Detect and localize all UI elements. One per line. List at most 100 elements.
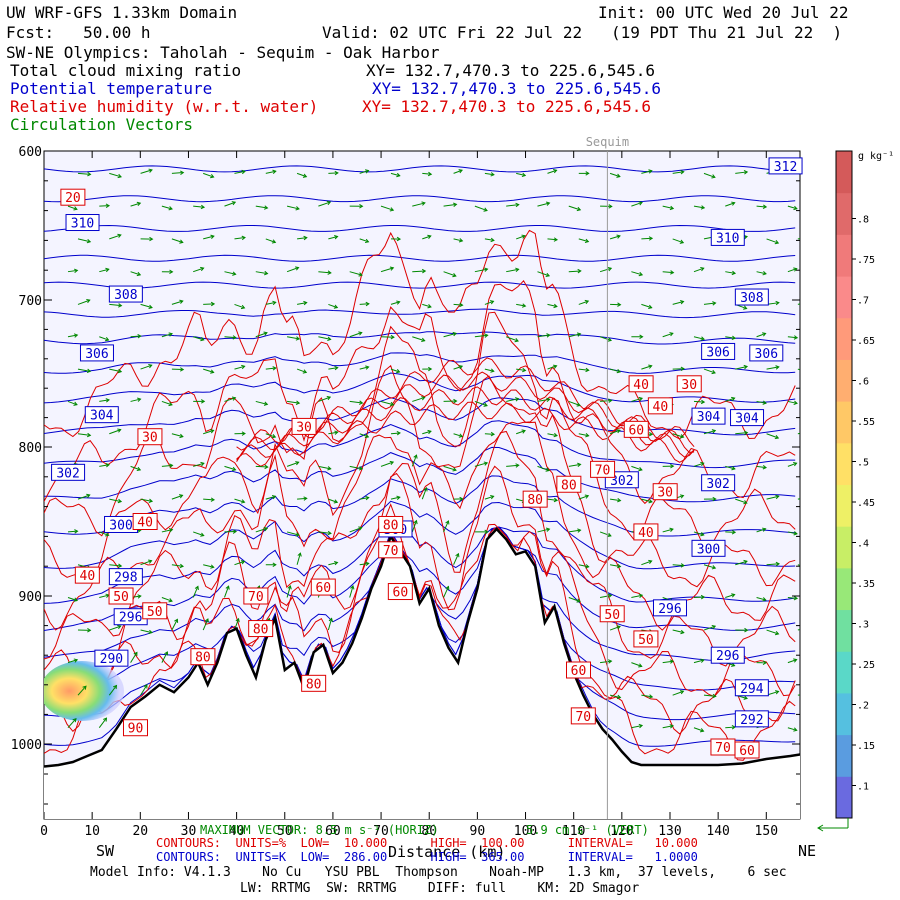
circulation-vector — [349, 400, 364, 405]
circulation-vector — [109, 303, 123, 308]
colorbar-segment — [836, 706, 852, 722]
circulation-vector — [98, 717, 108, 729]
circulation-vector — [140, 236, 154, 242]
rh-contour-label: 80 — [248, 620, 274, 638]
circulation-vector — [265, 494, 277, 500]
svg-text:304: 304 — [90, 409, 114, 424]
x-tick-label: 50 — [277, 824, 293, 839]
circulation-vector — [672, 366, 685, 372]
colorbar-segment — [836, 553, 852, 569]
circulation-vector — [140, 559, 153, 566]
circulation-vector — [506, 267, 520, 273]
circulation-vector — [161, 528, 174, 533]
circulation-vector — [130, 397, 142, 402]
colorbar-segment — [836, 456, 852, 472]
circulation-vector — [797, 432, 800, 435]
circulation-vector — [67, 718, 77, 729]
circulation-vector — [568, 597, 581, 603]
circulation-vector — [756, 527, 767, 533]
svg-text:300: 300 — [697, 542, 720, 557]
colorbar-segment — [836, 748, 852, 763]
theta-contour — [44, 165, 796, 173]
colorbar-segment — [836, 317, 852, 333]
circulation-vector — [359, 238, 370, 244]
svg-text:50: 50 — [147, 605, 163, 620]
rh-contour-label: 80 — [378, 515, 404, 533]
circulation-vector — [130, 465, 142, 472]
svg-text:302: 302 — [610, 474, 633, 489]
circulation-vector — [328, 430, 339, 435]
circulation-vector — [484, 495, 495, 500]
circulation-vector — [662, 332, 674, 338]
theta-contour — [44, 224, 796, 232]
theta-contour-label: 310 — [710, 228, 745, 246]
theta-contour-label: 310 — [65, 214, 100, 232]
circulation-vector — [631, 271, 644, 277]
colorbar-tick-label: .2 — [857, 701, 869, 712]
circulation-vector — [599, 266, 613, 273]
theta-contour — [44, 524, 796, 604]
y-tick-label: 600 — [19, 145, 42, 160]
circulation-vector — [547, 237, 559, 242]
circulation-vector — [787, 658, 798, 664]
circulation-vector — [422, 171, 433, 177]
circulation-vector — [662, 270, 675, 275]
circulation-vector — [286, 266, 300, 273]
circulation-vector — [443, 271, 457, 278]
circulation-vector — [453, 364, 464, 370]
circulation-vector — [265, 238, 277, 244]
circulation-vector — [108, 684, 118, 696]
circulation-vector — [662, 527, 674, 533]
colorbar-segment — [836, 692, 852, 708]
circulation-vector — [109, 624, 122, 631]
circulation-vector — [725, 201, 736, 207]
circulation-vector — [672, 169, 685, 175]
circulation-vector — [130, 651, 138, 663]
circulation-vector — [161, 651, 169, 663]
circulation-vector — [234, 303, 246, 310]
circulation-vector — [130, 333, 142, 339]
circulation-vector — [171, 238, 184, 244]
colorbar-tick-label: .55 — [857, 417, 875, 428]
circulation-vector — [516, 429, 526, 435]
circulation-vector — [140, 629, 153, 635]
rh-contour — [44, 364, 796, 588]
circulation-vector — [672, 300, 685, 305]
theta-contour-label: 302 — [701, 474, 736, 492]
colorbar-segment — [836, 651, 852, 666]
rh-contour-label: 30 — [652, 483, 678, 501]
circulation-vector — [787, 727, 798, 732]
model-info: Model Info: V4.1.3 No Cu YSU PBL Thompso… — [90, 865, 787, 880]
svg-text:40: 40 — [137, 516, 153, 531]
circulation-vector — [453, 552, 460, 565]
rh-contour-label: 50 — [142, 602, 168, 620]
theta-contour — [44, 254, 796, 262]
circulation-vector — [296, 172, 308, 178]
circulation-vector — [474, 205, 488, 212]
svg-text:40: 40 — [80, 569, 96, 584]
circulation-vector — [286, 336, 301, 341]
rh-contour-label: 50 — [599, 605, 625, 623]
circulation-vector — [380, 205, 395, 212]
circulation-vector — [703, 624, 717, 631]
circulation-vector — [161, 400, 173, 407]
circulation-vector — [610, 497, 622, 503]
colorbar-segment — [836, 276, 852, 291]
colorbar-segment — [836, 512, 852, 527]
circulation-vector — [725, 396, 736, 402]
circulation-vector — [725, 465, 736, 471]
circulation-vector — [641, 498, 653, 504]
svg-text:306: 306 — [706, 345, 729, 360]
colorbar-segment — [836, 303, 852, 319]
circulation-vector — [202, 618, 209, 631]
theta-contour-label: 296 — [113, 608, 148, 626]
circulation-vector — [474, 333, 489, 338]
rh-contour-label: 90 — [122, 719, 148, 737]
circulation-vector — [411, 519, 418, 533]
svg-text:50: 50 — [638, 633, 654, 648]
theta-contour-label: 294 — [734, 679, 769, 697]
circulation-vector — [359, 169, 370, 174]
circulation-vector — [297, 496, 308, 501]
circulation-vector — [265, 562, 277, 567]
svg-text:60: 60 — [393, 586, 409, 601]
